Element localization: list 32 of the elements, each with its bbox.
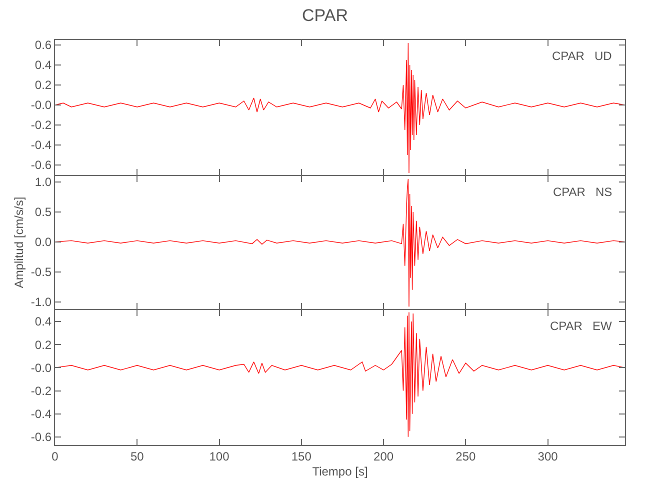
y-tick-label: 0.0 bbox=[34, 235, 52, 250]
y-tick-label: -0.5 bbox=[30, 265, 52, 280]
y-tick-label: -0.4 bbox=[30, 407, 52, 422]
y-tick-label: 0.6 bbox=[34, 38, 52, 52]
x-tick-label: 100 bbox=[209, 449, 230, 464]
y-tick-label: -0.2 bbox=[30, 384, 52, 398]
y-axis-title: Amplitud [cm/s/s] bbox=[12, 196, 26, 288]
x-tick-label: 150 bbox=[291, 449, 312, 464]
y-tick-label: -0.6 bbox=[30, 430, 52, 444]
x-axis-title: Tiempo [s] bbox=[312, 464, 368, 478]
x-tick-label: 250 bbox=[456, 449, 476, 464]
annotation: CPAR NS bbox=[553, 185, 612, 199]
chart-title: CPAR bbox=[302, 6, 348, 25]
y-tick-label: -1.0 bbox=[30, 295, 52, 310]
y-tick-label: 0.2 bbox=[34, 338, 52, 352]
y-tick-label: 0.5 bbox=[34, 205, 52, 220]
y-tick-label: -0.6 bbox=[30, 158, 52, 172]
y-tick-label: 0.2 bbox=[34, 78, 52, 92]
y-tick-label: -0.0 bbox=[30, 98, 52, 112]
annotation: CPAR EW bbox=[550, 319, 612, 333]
y-tick-label: 1.0 bbox=[34, 175, 52, 190]
x-tick-label: 200 bbox=[374, 449, 394, 464]
x-tick-label: 0 bbox=[52, 449, 59, 464]
y-tick-label: 0.4 bbox=[34, 58, 52, 72]
line-series bbox=[55, 42, 625, 174]
annotation: CPAR UD bbox=[552, 49, 612, 63]
y-tick-label: -0.0 bbox=[30, 360, 52, 375]
x-tick-label: 300 bbox=[538, 449, 558, 464]
y-tick-label: -0.2 bbox=[30, 118, 52, 132]
y-tick-label: -0.4 bbox=[30, 138, 52, 152]
y-tick-label: 0.4 bbox=[34, 314, 52, 329]
x-tick-label: 50 bbox=[130, 449, 144, 464]
